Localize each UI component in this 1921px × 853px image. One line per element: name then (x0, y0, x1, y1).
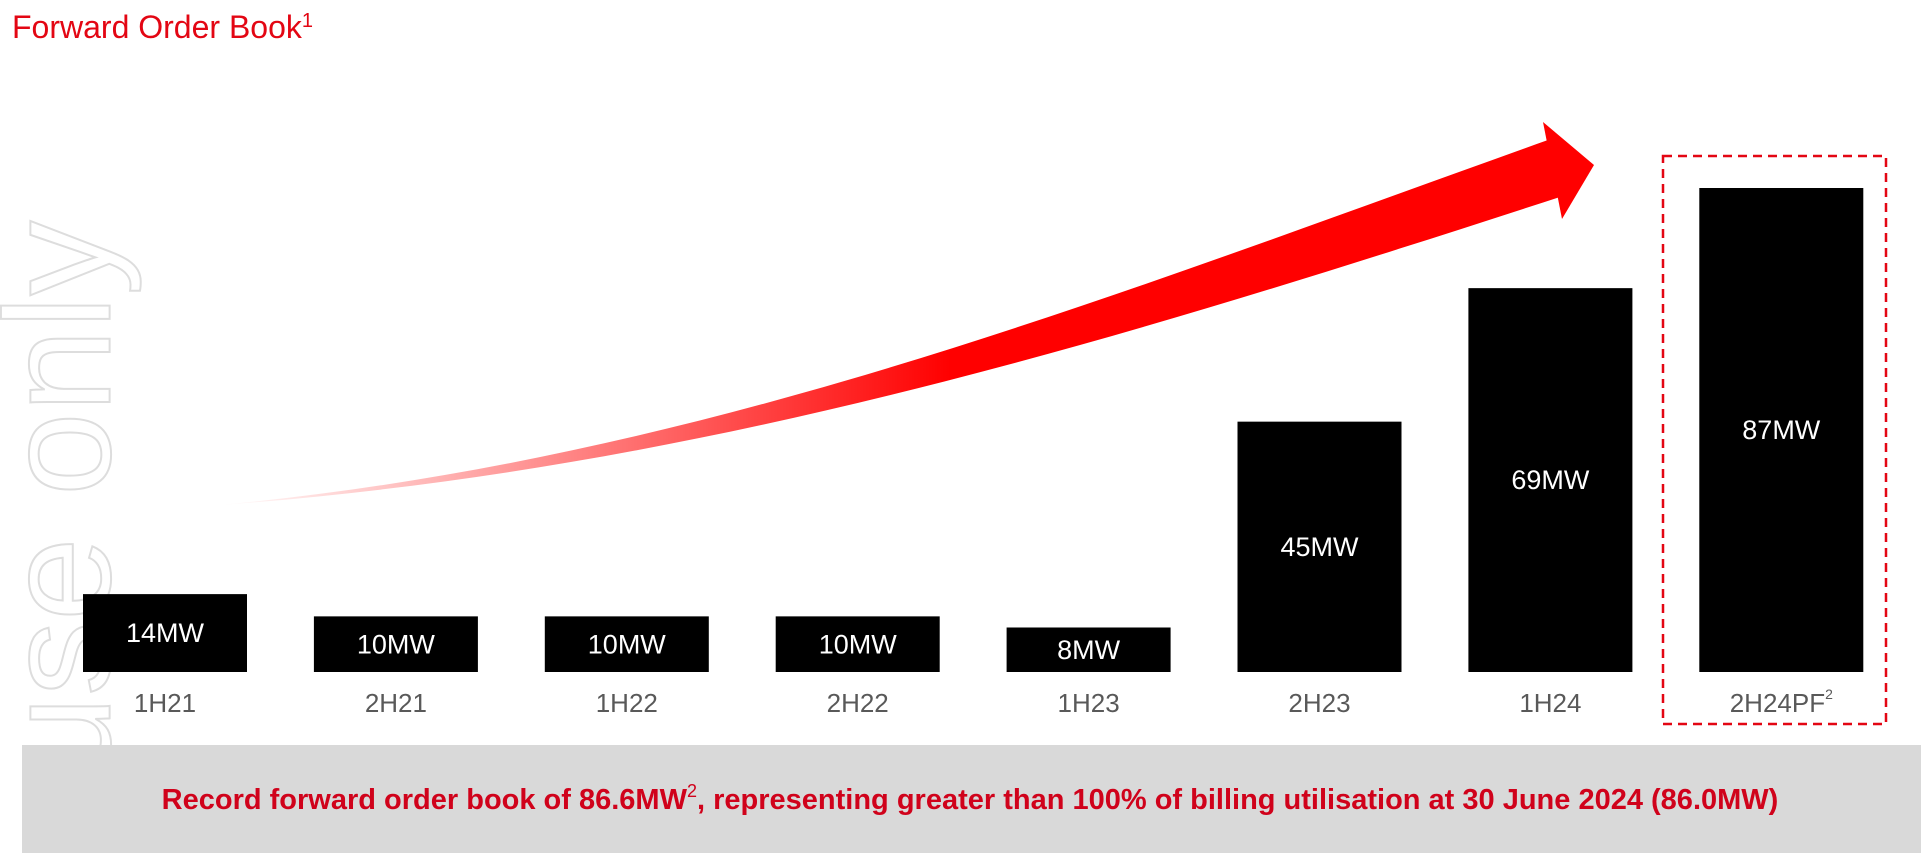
footer-note: 2 (687, 781, 697, 801)
bar (1468, 288, 1633, 672)
value-label: 69MW (1511, 465, 1590, 495)
value-label: 45MW (1280, 532, 1359, 562)
x-tick-label: 2H22 (827, 688, 889, 718)
bar (313, 616, 478, 672)
category-text: 1H24 (1519, 688, 1581, 718)
bar (1699, 188, 1864, 672)
category-text: 1H21 (134, 688, 196, 718)
x-tick-label: 2H24PF2 (1730, 686, 1833, 718)
footer-band (22, 745, 1921, 853)
x-tick-label: 2H21 (365, 688, 427, 718)
title-note: 1 (302, 10, 313, 32)
value-label: 8MW (1057, 635, 1121, 665)
value-label: 10MW (357, 629, 436, 659)
category-note: 2 (1825, 686, 1833, 702)
watermark: use only (0, 221, 142, 780)
category-text: 2H21 (365, 688, 427, 718)
x-tick-label: 1H24 (1519, 688, 1581, 718)
trend-arrow-head (1543, 122, 1594, 219)
bar (544, 616, 709, 672)
value-label: 14MW (126, 618, 205, 648)
category-text: 2H23 (1288, 688, 1350, 718)
bar (1237, 421, 1402, 672)
bar (1006, 627, 1171, 672)
footer-after: , representing greater than 100% of bill… (697, 784, 1778, 816)
footer-before: Record forward order book of 86.6MW (162, 784, 688, 816)
footer-text: Record forward order book of 86.6MW2, re… (162, 781, 1779, 816)
chart-title: Forward Order Book1 (12, 9, 313, 45)
x-tick-label: 1H21 (134, 688, 196, 718)
category-text: 2H22 (827, 688, 889, 718)
category-text: 2H24PF (1730, 688, 1825, 718)
x-tick-label: 1H23 (1058, 688, 1120, 718)
value-label: 87MW (1742, 415, 1821, 445)
title-text: Forward Order Book (12, 9, 303, 45)
bar (775, 616, 940, 672)
x-tick-label: 1H22 (596, 688, 658, 718)
value-label: 10MW (819, 629, 898, 659)
category-text: 1H23 (1058, 688, 1120, 718)
x-tick-label: 2H23 (1288, 688, 1350, 718)
category-text: 1H22 (596, 688, 658, 718)
bars: 14MW 1H21 10MW 2H21 10MW 1H22 10MW 2H22 8MW 1H23 4… (83, 188, 1864, 718)
value-label: 10MW (588, 629, 667, 659)
bar (83, 594, 247, 672)
highlight-box (1661, 154, 1888, 726)
